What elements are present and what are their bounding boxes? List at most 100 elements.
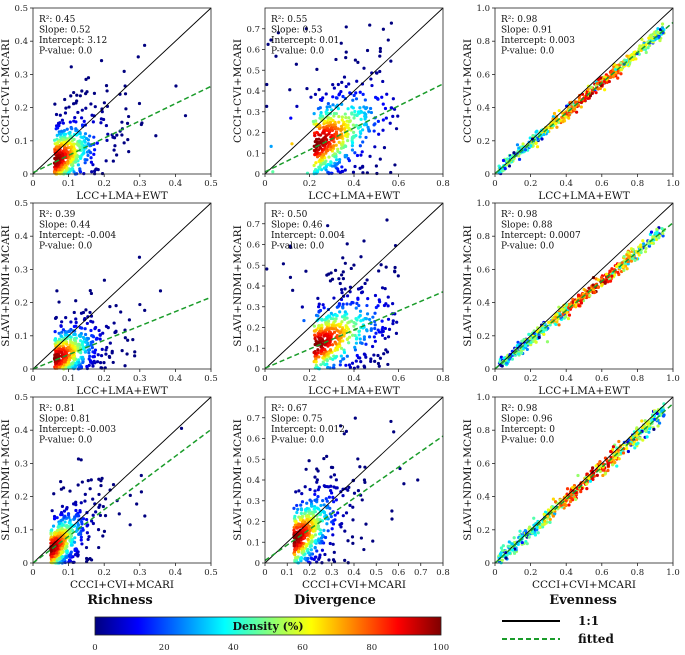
data-point: [316, 314, 320, 318]
y-tick-label: 1.0: [476, 199, 490, 209]
data-point: [344, 25, 348, 29]
data-point: [101, 331, 105, 335]
data-point: [362, 66, 366, 70]
data-point: [359, 153, 363, 157]
data-point: [334, 341, 338, 346]
data-point: [377, 298, 381, 302]
stat-line: Slope: 0.81: [39, 415, 90, 425]
data-point: [318, 146, 323, 150]
colorbar-tick: 80: [366, 643, 377, 653]
y-tick-label: 0.5: [14, 4, 28, 14]
data-point: [345, 242, 349, 246]
data-point: [60, 526, 64, 531]
y-tick-label: 0.4: [14, 37, 28, 47]
data-point: [385, 350, 390, 354]
data-point: [125, 121, 130, 125]
data-point: [340, 521, 344, 526]
data-point: [309, 499, 313, 503]
data-point: [304, 514, 309, 518]
data-point: [381, 329, 385, 334]
data-point: [315, 169, 320, 173]
data-point: [102, 278, 107, 282]
stat-line: Slope: 0.75: [271, 415, 323, 425]
data-point: [365, 328, 369, 332]
data-point: [587, 286, 591, 290]
data-point: [347, 159, 351, 163]
data-point: [92, 359, 96, 363]
data-point: [568, 499, 573, 504]
data-point: [72, 142, 76, 146]
data-point: [322, 161, 326, 165]
y-axis-label: CCCI+CVI+MCARI: [232, 39, 244, 143]
stat-line: Slope: 0.96: [501, 415, 553, 425]
data-point: [69, 145, 74, 149]
data-point: [334, 478, 338, 482]
column-label-richness: Richness: [87, 593, 152, 608]
data-point: [381, 128, 385, 132]
data-point: [615, 65, 619, 69]
data-point: [373, 339, 377, 343]
data-point: [336, 169, 340, 173]
data-point: [542, 132, 546, 137]
data-point: [111, 159, 115, 163]
data-point: [529, 144, 533, 148]
data-point: [333, 120, 337, 125]
data-point: [337, 115, 341, 119]
data-point: [124, 107, 128, 111]
data-point: [88, 289, 92, 293]
data-point: [370, 344, 375, 349]
data-point: [327, 495, 332, 499]
y-tick-label: 0.5: [246, 261, 260, 271]
data-point: [78, 167, 82, 171]
data-point: [308, 512, 312, 516]
scatter-panel: 0 0.2 0.4 0.6 0.8 1.000.20.40.60.81.0LCC+LMA+…: [462, 4, 680, 202]
data-point: [330, 527, 334, 531]
data-point: [78, 145, 82, 150]
data-point: [120, 120, 124, 124]
data-point: [313, 533, 318, 537]
data-point: [292, 506, 296, 510]
data-point: [362, 239, 366, 243]
data-point: [655, 227, 659, 231]
data-point: [83, 332, 88, 337]
data-point: [318, 123, 322, 128]
stat-line: P-value: 0.0: [271, 436, 325, 446]
data-point: [360, 150, 364, 154]
data-point: [377, 364, 381, 368]
data-point: [76, 523, 81, 527]
data-point: [114, 304, 118, 308]
data-point: [318, 158, 322, 162]
data-point: [499, 546, 504, 550]
stat-line: R²: 0.45: [39, 15, 76, 25]
data-point: [656, 27, 660, 31]
data-point: [564, 115, 568, 119]
data-point: [64, 106, 68, 110]
x-tick-label: 0.4: [559, 179, 573, 189]
data-point: [376, 361, 381, 366]
data-point: [329, 475, 333, 479]
data-point: [389, 106, 393, 110]
data-point: [512, 536, 516, 540]
stat-line: P-value: 0.0: [271, 47, 325, 57]
data-point: [343, 261, 347, 265]
data-point: [304, 27, 308, 31]
data-point: [353, 58, 357, 62]
y-tick-label: 0: [23, 365, 28, 375]
data-point: [90, 334, 94, 338]
data-point: [362, 105, 366, 109]
data-point: [80, 326, 84, 330]
data-point: [353, 416, 357, 420]
data-point: [321, 303, 325, 307]
data-point: [332, 111, 336, 116]
data-point: [78, 94, 82, 98]
x-tick-label: 0.6: [392, 568, 406, 578]
data-point: [510, 542, 514, 546]
data-point: [638, 437, 642, 441]
data-point: [304, 467, 308, 471]
data-point: [344, 324, 348, 328]
data-point: [71, 560, 75, 564]
data-point: [312, 163, 316, 168]
data-point: [305, 506, 309, 511]
data-point: [79, 538, 83, 542]
data-point: [299, 503, 303, 507]
